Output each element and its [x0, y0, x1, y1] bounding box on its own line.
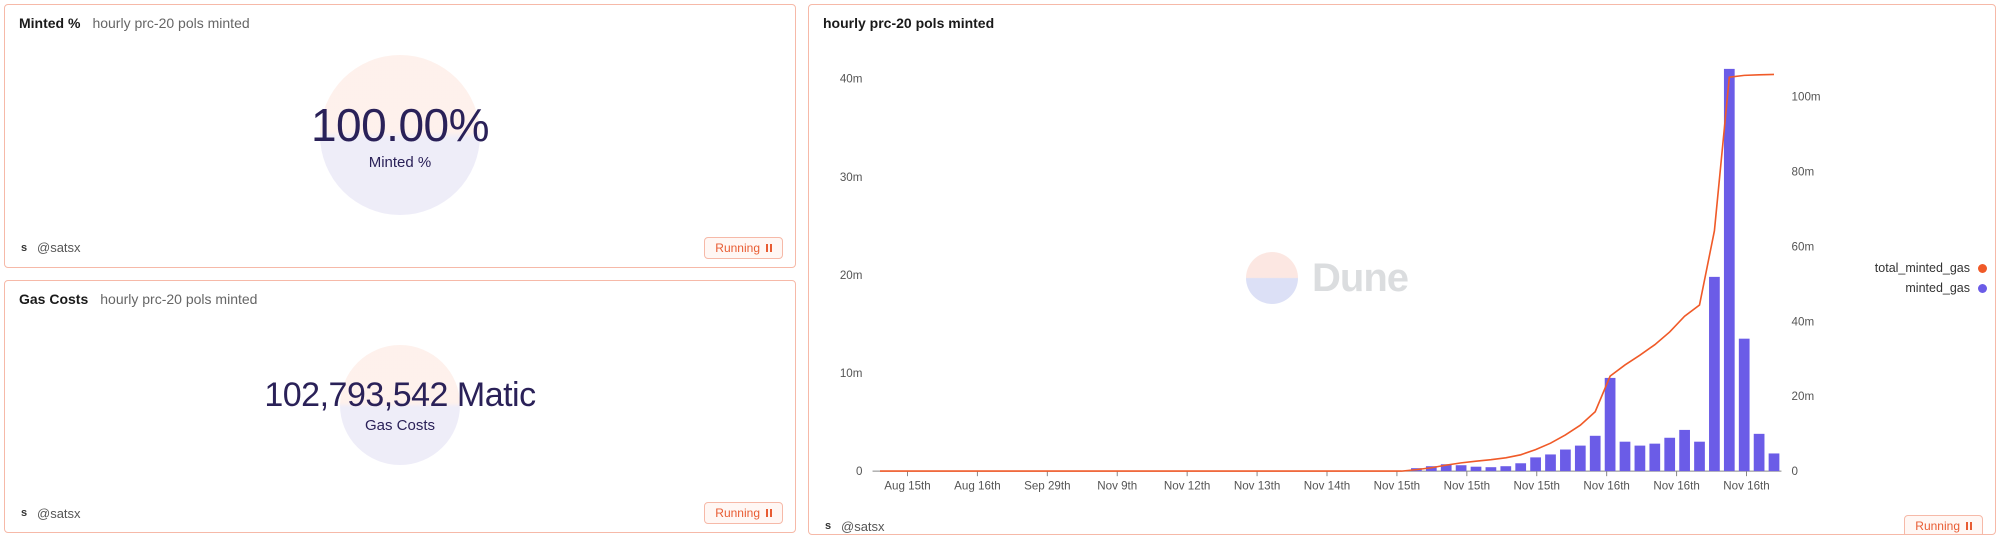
legend-dot-icon: [1978, 264, 1987, 273]
card-title: Gas Costs: [19, 291, 88, 307]
legend-dot-icon: [1978, 284, 1987, 293]
author-link[interactable]: s @satsx: [17, 240, 81, 255]
svg-text:0: 0: [856, 465, 862, 478]
minted-pct-card: Minted % hourly prc-20 pols minted 100.0…: [4, 4, 796, 268]
minted-pct-label: Minted %: [369, 154, 432, 171]
card-subtitle: hourly prc-20 pols minted: [92, 15, 249, 31]
svg-text:Nov 14th: Nov 14th: [1304, 479, 1350, 492]
svg-text:100m: 100m: [1792, 91, 1821, 104]
legend-item[interactable]: minted_gas: [1847, 281, 1987, 295]
card-body: 100.00% Minted %: [5, 41, 795, 229]
gas-costs-card: Gas Costs hourly prc-20 pols minted 102,…: [4, 280, 796, 533]
svg-text:60m: 60m: [1792, 240, 1815, 253]
status-badge[interactable]: Running: [1904, 515, 1983, 535]
svg-text:80m: 80m: [1792, 165, 1815, 178]
gas-costs-value: 102,793,542 Matic: [264, 376, 535, 415]
svg-text:40m: 40m: [1792, 315, 1815, 328]
card-footer: s @satsx Running: [809, 507, 1995, 535]
chart-area: Dune 010m20m30m40m020m40m60m80m100mAug 1…: [809, 41, 1995, 507]
svg-text:Nov 15th: Nov 15th: [1514, 479, 1560, 492]
pause-icon: [766, 244, 772, 252]
chart-card: hourly prc-20 pols minted Dune 010m20m30…: [808, 4, 1996, 535]
svg-text:Aug 16th: Aug 16th: [954, 479, 1000, 492]
author-link[interactable]: s @satsx: [17, 506, 81, 521]
card-title: Minted %: [19, 15, 80, 31]
svg-text:10m: 10m: [840, 367, 863, 380]
svg-text:Nov 16th: Nov 16th: [1653, 479, 1699, 492]
pause-icon: [1966, 522, 1972, 530]
svg-text:30m: 30m: [840, 171, 863, 184]
status-text: Running: [1915, 519, 1960, 533]
minted-pct-value: 100.00%: [311, 98, 489, 152]
svg-text:Nov 12th: Nov 12th: [1164, 479, 1210, 492]
gas-costs-label: Gas Costs: [365, 417, 435, 434]
svg-text:Nov 16th: Nov 16th: [1583, 479, 1629, 492]
card-footer: s @satsx Running: [5, 229, 795, 267]
author-avatar-icon: s: [17, 506, 31, 520]
svg-text:Aug 15th: Aug 15th: [884, 479, 930, 492]
status-text: Running: [715, 241, 760, 255]
author-link[interactable]: s @satsx: [821, 519, 885, 534]
card-body: 102,793,542 Matic Gas Costs: [5, 317, 795, 494]
status-badge[interactable]: Running: [704, 237, 783, 259]
chart-svg: 0 10m 20m 30m 40m 0 20m 40m 60m 80m 100m Aug 15th Au…: [817, 51, 1837, 505]
card-header: Minted % hourly prc-20 pols minted: [5, 5, 795, 41]
legend-label: total_minted_gas: [1875, 261, 1970, 275]
svg-text:40m: 40m: [840, 73, 863, 86]
author-handle: @satsx: [37, 506, 81, 521]
svg-text:Nov 16th: Nov 16th: [1723, 479, 1769, 492]
author-avatar-icon: s: [17, 241, 31, 255]
card-title: hourly prc-20 pols minted: [823, 15, 994, 31]
svg-text:Sep 29th: Sep 29th: [1024, 479, 1070, 492]
card-footer: s @satsx Running: [5, 494, 795, 532]
svg-text:Nov 9th: Nov 9th: [1097, 479, 1137, 492]
legend-item[interactable]: total_minted_gas: [1847, 261, 1987, 275]
svg-text:20m: 20m: [1792, 390, 1815, 403]
svg-text:Nov 15th: Nov 15th: [1444, 479, 1490, 492]
status-text: Running: [715, 506, 760, 520]
svg-text:Nov 15th: Nov 15th: [1374, 479, 1420, 492]
author-handle: @satsx: [841, 519, 885, 534]
svg-text:0: 0: [1792, 465, 1798, 478]
pause-icon: [766, 509, 772, 517]
author-handle: @satsx: [37, 240, 81, 255]
card-subtitle: hourly prc-20 pols minted: [100, 291, 257, 307]
card-header: Gas Costs hourly prc-20 pols minted: [5, 281, 795, 317]
author-avatar-icon: s: [821, 519, 835, 533]
status-badge[interactable]: Running: [704, 502, 783, 524]
chart-plot[interactable]: Dune 010m20m30m40m020m40m60m80m100mAug 1…: [817, 51, 1837, 505]
svg-text:Nov 13th: Nov 13th: [1234, 479, 1280, 492]
legend-label: minted_gas: [1905, 281, 1970, 295]
card-header: hourly prc-20 pols minted: [809, 5, 1995, 41]
chart-legend: total_minted_gas minted_gas: [1837, 51, 1987, 505]
svg-text:20m: 20m: [840, 269, 863, 282]
